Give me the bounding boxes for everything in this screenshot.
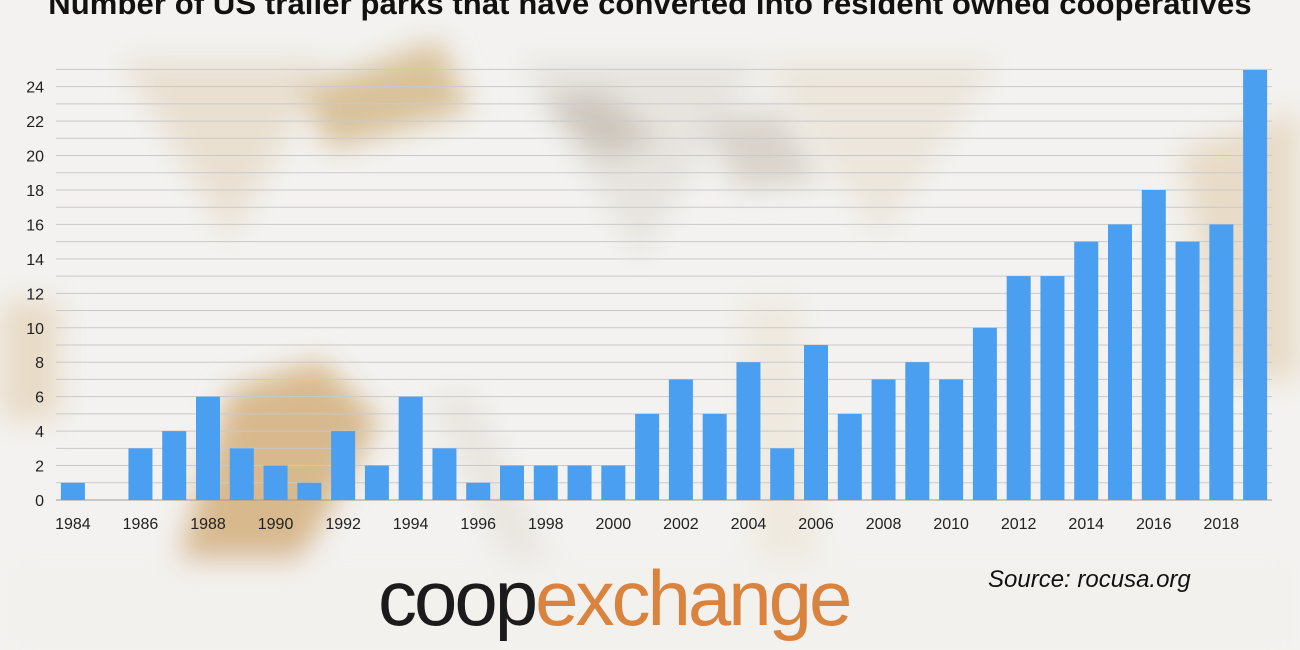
bar-2007 <box>837 413 862 500</box>
bar-2001 <box>635 413 660 500</box>
y-tick-label: 0 <box>35 493 44 510</box>
bar-1994 <box>398 396 423 500</box>
bar-1997 <box>500 465 524 500</box>
bar-2012 <box>1006 276 1031 500</box>
bar-2019 <box>1243 70 1268 500</box>
y-tick-label: 6 <box>35 390 44 407</box>
y-tick-label: 24 <box>26 80 44 97</box>
bar-1996 <box>466 482 491 500</box>
bar-2002 <box>668 379 693 500</box>
bar-2016 <box>1141 189 1166 501</box>
bar-2018 <box>1209 224 1234 500</box>
x-tick-label: 2012 <box>1001 516 1037 533</box>
bar-1992 <box>331 431 356 500</box>
bar-2008 <box>871 379 896 500</box>
x-tick-label: 2002 <box>663 516 699 533</box>
y-tick-label: 16 <box>26 217 44 234</box>
logo-exchange-text: exchange <box>535 554 852 642</box>
logo-coop-text: coop <box>378 554 538 642</box>
x-tick-label: 2018 <box>1204 516 1240 533</box>
y-tick-label: 18 <box>26 183 44 200</box>
x-tick-label: 1986 <box>123 516 159 533</box>
y-tick-label: 2 <box>35 459 44 476</box>
bar-2014 <box>1074 241 1099 500</box>
bar-2006 <box>804 344 828 500</box>
y-tick-label: 10 <box>26 321 44 338</box>
x-tick-label: 2000 <box>596 516 632 533</box>
bar-2011 <box>972 327 997 500</box>
bar-1989 <box>229 448 254 500</box>
bar-2003 <box>702 413 727 500</box>
bar-1988 <box>196 396 220 500</box>
bar-2010 <box>939 379 964 500</box>
x-tick-label: 1984 <box>55 516 91 533</box>
x-tick-label: 1988 <box>190 516 226 533</box>
bar-1990 <box>263 465 288 500</box>
x-tick-label: 1992 <box>325 516 361 533</box>
x-tick-label: 2006 <box>798 516 834 533</box>
bar-1991 <box>297 482 322 500</box>
y-tick-label: 20 <box>26 149 44 166</box>
bar-2015 <box>1108 224 1132 500</box>
bar-1986 <box>128 448 153 500</box>
bar-2009 <box>905 362 930 500</box>
bar-1995 <box>432 448 457 500</box>
x-tick-label: 2016 <box>1136 516 1172 533</box>
y-tick-label: 22 <box>26 114 44 131</box>
bar-1987 <box>162 431 187 500</box>
bar-2013 <box>1040 276 1065 500</box>
x-tick-label: 2010 <box>933 516 969 533</box>
y-tick-label: 4 <box>35 424 44 441</box>
y-tick-label: 14 <box>26 252 44 269</box>
x-tick-label: 1994 <box>393 516 429 533</box>
source-note: Source: rocusa.org <box>988 566 1191 593</box>
chart-title: Number of US trailer parks that have con… <box>48 0 1252 21</box>
y-tick-label: 12 <box>26 286 44 303</box>
bar-1984 <box>60 482 85 500</box>
x-tick-label: 2014 <box>1068 516 1104 533</box>
bar-2005 <box>770 448 795 500</box>
bar-1999 <box>567 465 592 500</box>
bar-1993 <box>364 465 389 500</box>
bar-2017 <box>1175 241 1200 500</box>
x-tick-label: 1990 <box>258 516 294 533</box>
y-tick-label: 8 <box>35 355 44 372</box>
x-tick-label: 1998 <box>528 516 564 533</box>
bar-2004 <box>736 362 761 500</box>
coopexchange-logo: coopexchange <box>378 548 852 648</box>
bar-2000 <box>601 465 626 500</box>
x-tick-label: 2008 <box>866 516 902 533</box>
bar-1998 <box>533 465 558 500</box>
x-tick-label: 2004 <box>731 516 767 533</box>
x-tick-label: 1996 <box>460 516 496 533</box>
